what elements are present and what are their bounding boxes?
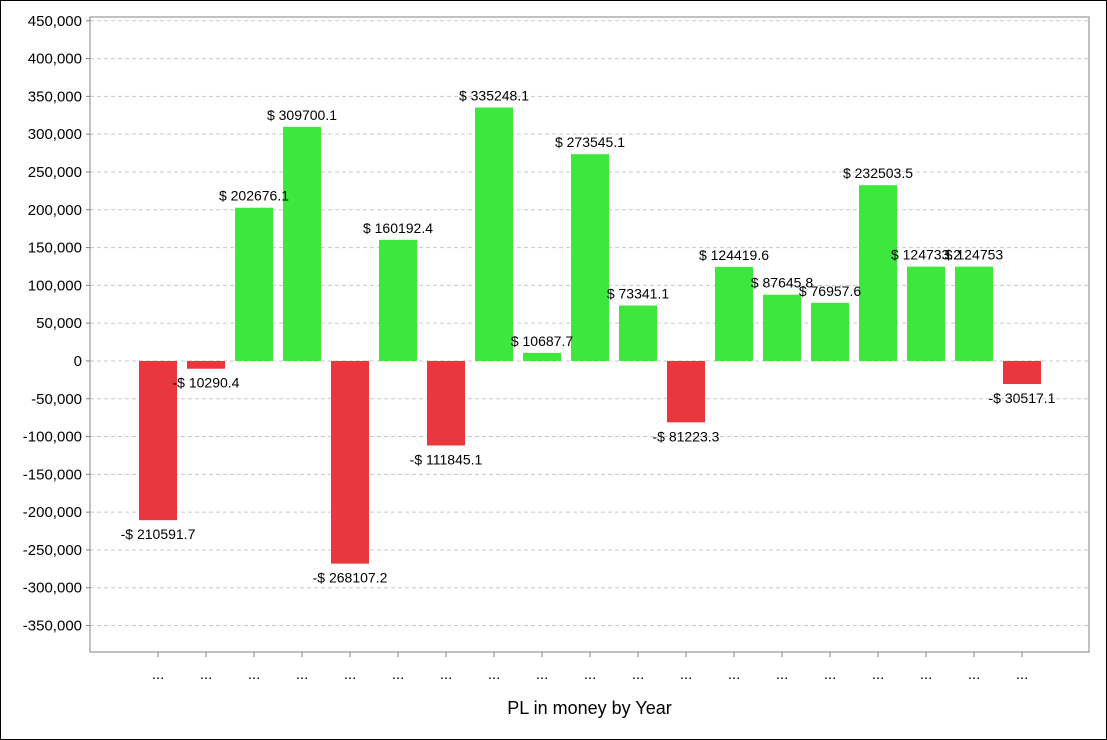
y-tick-label: 450,000	[28, 13, 82, 30]
bar[interactable]	[283, 126, 321, 361]
x-tick-label: ...	[200, 666, 213, 683]
bar[interactable]	[187, 360, 225, 369]
data-label: $ 124733.2	[891, 247, 961, 263]
x-tick-label: ...	[920, 666, 933, 683]
x-tick-label: ...	[440, 666, 453, 683]
x-tick-label: ...	[392, 666, 405, 683]
y-tick-label: 350,000	[28, 88, 82, 105]
y-tick-label: 200,000	[28, 202, 82, 219]
x-tick-label: ...	[344, 666, 357, 683]
x-tick-label: ...	[824, 666, 837, 683]
x-tick-label: ...	[536, 666, 549, 683]
y-tick-label: -350,000	[23, 618, 82, 635]
x-axis-ticks: ........................................…	[152, 652, 1029, 683]
data-label: $ 124753	[945, 247, 1004, 263]
bar[interactable]	[571, 154, 609, 361]
y-tick-label: 0	[74, 353, 82, 370]
y-tick-label: -50,000	[31, 391, 82, 408]
data-label: $ 232503.5	[843, 165, 913, 181]
y-tick-label: 400,000	[28, 51, 82, 68]
x-axis-title: PL in money by Year	[507, 698, 671, 718]
x-tick-label: ...	[584, 666, 597, 683]
data-label: $ 335248.1	[459, 88, 529, 104]
data-label: $ 309700.1	[267, 107, 337, 123]
x-tick-label: ...	[296, 666, 309, 683]
x-tick-label: ...	[680, 666, 693, 683]
x-tick-label: ...	[152, 666, 165, 683]
bar[interactable]	[715, 266, 753, 361]
data-label: -$ 81223.3	[653, 428, 720, 444]
bar[interactable]	[523, 352, 561, 361]
data-labels: -$ 210591.7 -$ 10290.4 $ 202676.1 $ 309700.…	[121, 88, 1056, 586]
bar[interactable]	[475, 107, 513, 361]
data-label: $ 124419.6	[699, 247, 769, 263]
data-label: $ 87645.8	[751, 275, 813, 291]
x-tick-label: ...	[968, 666, 981, 683]
y-tick-label: 50,000	[36, 315, 82, 332]
bar[interactable]	[331, 360, 369, 564]
y-tick-label: 300,000	[28, 126, 82, 143]
data-label: -$ 10290.4	[173, 375, 240, 391]
y-tick-label: 250,000	[28, 164, 82, 181]
bar[interactable]	[955, 266, 993, 361]
data-label: $ 73341.1	[607, 286, 669, 302]
data-label: -$ 210591.7	[121, 526, 196, 542]
bar[interactable]	[811, 302, 849, 361]
bar[interactable]	[139, 360, 177, 521]
y-tick-label: -100,000	[23, 429, 82, 446]
y-tick-label: 150,000	[28, 240, 82, 257]
x-tick-label: ...	[1016, 666, 1029, 683]
x-tick-label: ...	[248, 666, 261, 683]
bar[interactable]	[427, 360, 465, 446]
data-label: -$ 268107.2	[313, 570, 388, 586]
data-label: -$ 111845.1	[410, 452, 483, 468]
data-label: $ 76957.6	[799, 283, 861, 299]
y-tick-label: -200,000	[23, 504, 82, 521]
bar[interactable]	[667, 360, 705, 423]
data-label: $ 10687.7	[511, 333, 573, 349]
y-tick-label: -250,000	[23, 542, 82, 559]
data-label: $ 160192.4	[363, 220, 433, 236]
data-label: -$ 30517.1	[989, 390, 1056, 406]
bar[interactable]	[235, 207, 273, 361]
bars	[139, 107, 1041, 564]
y-axis-ticks: 450,000 400,000 350,000 300,000 250,000 200,0…	[23, 13, 90, 635]
x-tick-label: ...	[776, 666, 789, 683]
y-tick-label: 100,000	[28, 277, 82, 294]
x-tick-label: ...	[872, 666, 885, 683]
bar[interactable]	[907, 266, 945, 361]
y-tick-label: -300,000	[23, 580, 82, 597]
x-tick-label: ...	[728, 666, 741, 683]
bar[interactable]	[379, 239, 417, 361]
bar[interactable]	[619, 305, 657, 361]
bar[interactable]	[859, 185, 897, 361]
x-tick-label: ...	[632, 666, 645, 683]
y-tick-label: -150,000	[23, 466, 82, 483]
data-label: $ 202676.1	[219, 188, 289, 204]
x-tick-label: ...	[488, 666, 501, 683]
data-label: $ 273545.1	[555, 134, 625, 150]
bar[interactable]	[1003, 360, 1041, 385]
bar[interactable]	[763, 294, 801, 361]
